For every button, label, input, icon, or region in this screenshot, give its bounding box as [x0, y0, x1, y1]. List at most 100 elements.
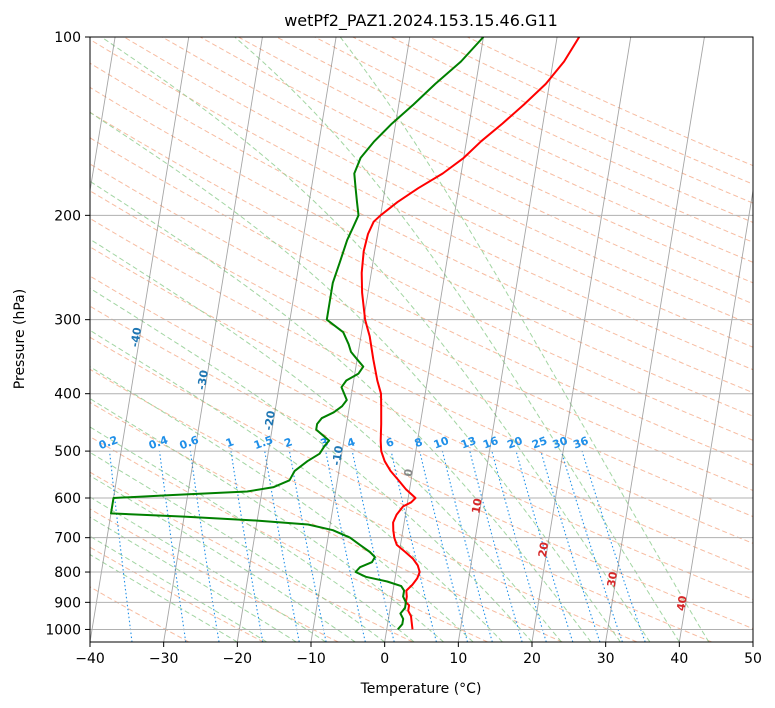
warm-isotherm-label: 30	[605, 570, 620, 588]
moist-adiabat	[90, 475, 356, 642]
plot-frame	[89, 36, 754, 643]
moist-adiabat	[90, 398, 444, 642]
dry-adiabats	[90, 37, 753, 642]
mixing-ratio-label: 3	[319, 435, 331, 450]
mixing-ratio-label: 1.5	[252, 433, 275, 452]
isotherm-line	[384, 37, 484, 642]
y-tick-label: 200	[54, 208, 81, 224]
y-tick-label: 1000	[45, 622, 81, 638]
y-tick-label: 300	[54, 313, 81, 329]
x-tick-label: −10	[296, 651, 326, 667]
dry-adiabat	[90, 217, 753, 544]
zero-isotherm-label: 0	[402, 468, 416, 478]
x-tick-label: 50	[744, 651, 762, 667]
mixing-ratio-line	[419, 450, 469, 642]
isotherm-line	[163, 37, 263, 642]
y-axis-label: Pressure (hPa)	[12, 289, 28, 389]
moist-adiabat	[90, 451, 385, 642]
mixing-ratio-line	[515, 450, 574, 642]
mixing-ratio-label: 25	[530, 434, 549, 451]
mixing-ratio-line	[325, 450, 366, 642]
mixing-ratio-label: 0.2	[97, 433, 120, 452]
isotherm-label: -50	[62, 279, 78, 301]
moist-adiabat	[234, 37, 680, 642]
x-tick-label: 0	[380, 651, 389, 667]
isotherm-line	[605, 37, 705, 642]
chart-title: wetPf2_PAZ1.2024.153.15.46.G11	[284, 11, 558, 31]
dry-adiabat	[90, 401, 563, 642]
x-tick-label: −30	[149, 651, 179, 667]
isotherm-line	[90, 37, 190, 642]
isotherm-line	[752, 639, 753, 642]
mixing-ratio-label: 0.4	[147, 433, 170, 452]
dry-adiabat	[90, 38, 753, 371]
moist-adiabat	[101, 37, 651, 642]
moist-adiabat	[90, 287, 533, 642]
moist-adiabat	[90, 496, 326, 642]
x-tick-label: 20	[523, 651, 541, 667]
moist-adiabat	[90, 238, 562, 642]
isotherm-label: -10	[330, 444, 346, 466]
y-tick-label: 700	[54, 531, 81, 547]
moist-adiabat	[90, 111, 621, 642]
temperature-line	[360, 37, 581, 630]
mixing-ratio-line	[230, 451, 264, 642]
isotherm-label: -40	[128, 326, 144, 348]
moist-adiabat	[90, 553, 238, 642]
pressure-gridlines	[90, 37, 753, 630]
moist-adiabat	[339, 37, 710, 642]
warm-isotherm-label: 10	[469, 497, 484, 515]
moist-adiabat	[90, 366, 474, 642]
dry-adiabat	[90, 275, 753, 600]
dry-adiabat	[90, 86, 753, 417]
mixing-ratio-label: 4	[345, 435, 357, 450]
dry-adiabat	[352, 37, 753, 224]
mixing-ratio-label: 8	[413, 435, 425, 450]
moist-adiabat	[90, 329, 503, 642]
dewpoint-line	[110, 37, 485, 631]
y-tick-label: 400	[54, 387, 81, 403]
mixing-ratio-label: 36	[571, 434, 590, 452]
x-axis: −40 −30 −20 −10 0 10 20 30 40 50	[75, 642, 762, 667]
x-tick-label: 30	[597, 651, 615, 667]
in-plot-labels: -100-90-80-70-60-50-40-30-20-10010203040…	[0, 234, 690, 612]
dry-adiabat	[90, 163, 753, 492]
mixing-ratio-label: 13	[459, 434, 478, 451]
x-tick-label: −40	[75, 651, 105, 667]
dry-adiabat	[90, 508, 339, 642]
mixing-ratio-line	[540, 450, 601, 642]
dry-adiabat	[90, 368, 638, 642]
dry-adiabat	[90, 111, 753, 441]
moist-adiabat	[90, 426, 415, 642]
x-tick-label: 40	[670, 651, 688, 667]
mixing-ratio-label: 16	[481, 434, 500, 452]
dry-adiabat	[90, 546, 264, 642]
y-tick-label: 500	[54, 444, 81, 460]
mixing-ratio-line	[491, 450, 547, 642]
mixing-ratio-label: 6	[384, 435, 396, 450]
isotherm-label: -60	[0, 234, 12, 256]
mixing-ratio-line	[581, 450, 646, 642]
warm-isotherm-label: 20	[536, 541, 551, 559]
x-axis-label: Temperature (°C)	[360, 681, 482, 697]
mixing-ratio-label: 1	[224, 435, 236, 450]
mixing-ratio-line	[158, 451, 187, 642]
y-tick-label: 100	[54, 30, 81, 46]
isotherm-label: -20	[262, 409, 278, 431]
dry-adiabat	[276, 37, 753, 263]
mixing-ratio-label: 20	[505, 434, 524, 452]
moist-adiabat	[90, 180, 592, 642]
isotherm-line	[310, 37, 411, 642]
y-tick-label: 900	[54, 595, 81, 611]
dry-adiabat	[90, 190, 753, 518]
dry-adiabat	[90, 62, 753, 394]
dry-adiabat	[90, 471, 414, 642]
isotherm-line	[236, 37, 337, 642]
isotherm-label: -30	[195, 369, 211, 391]
warm-isotherm-label: 40	[674, 594, 689, 612]
isotherm-line	[678, 187, 753, 642]
y-tick-label: 600	[54, 491, 81, 507]
dry-adiabat	[428, 37, 753, 185]
dry-adiabat	[90, 336, 712, 642]
